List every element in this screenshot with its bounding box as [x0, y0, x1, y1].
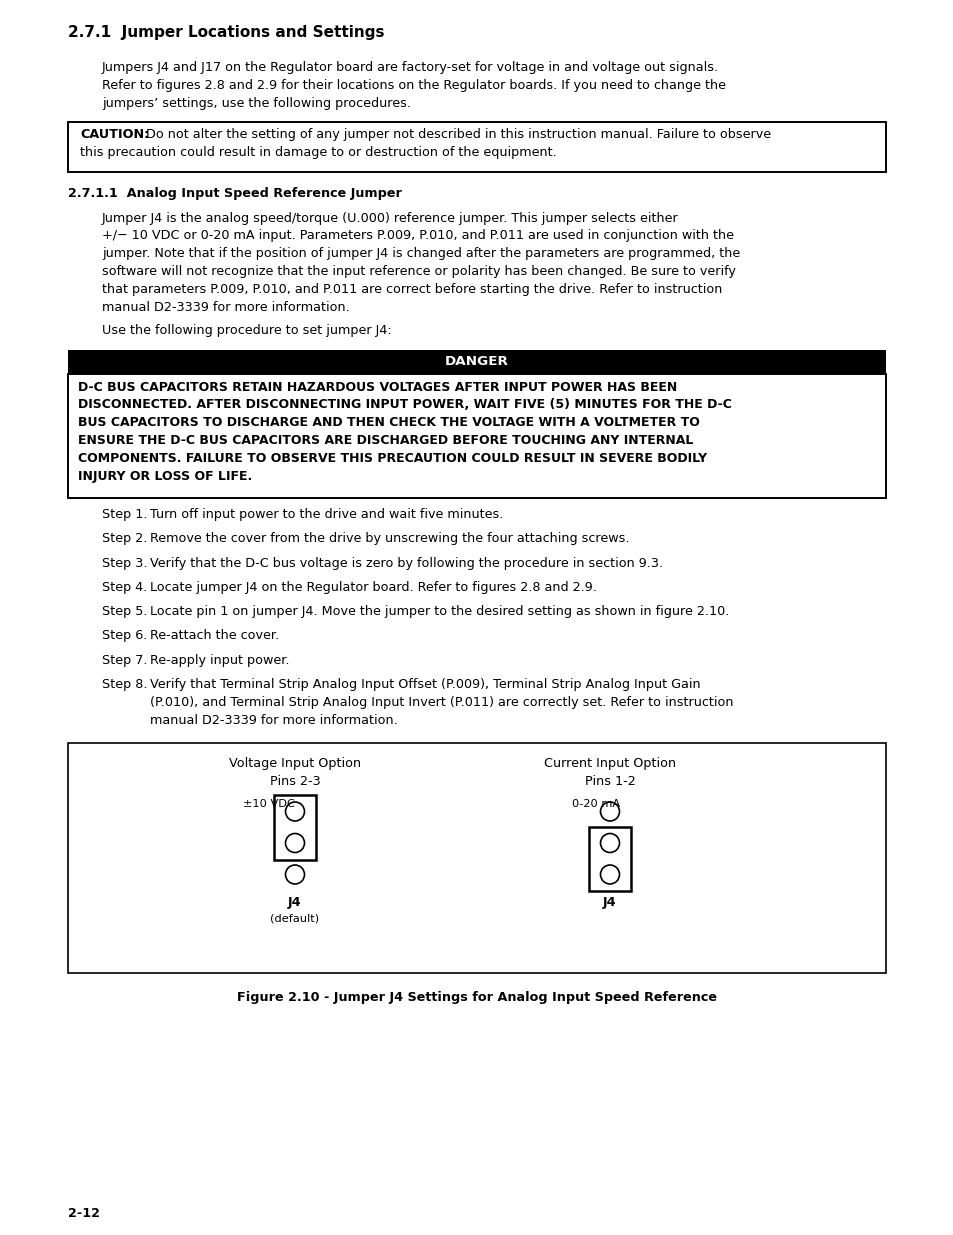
Text: software will not recognize that the input reference or polarity has been change: software will not recognize that the inp… [102, 264, 735, 278]
Text: Step 8.: Step 8. [102, 678, 148, 692]
Text: 2.7.1  Jumper Locations and Settings: 2.7.1 Jumper Locations and Settings [68, 25, 384, 40]
Bar [68, 350, 885, 374]
Text: (default): (default) [270, 914, 319, 924]
Text: J4: J4 [288, 895, 301, 909]
Text: Locate pin 1 on jumper J4. Move the jumper to the desired setting as shown in fi: Locate pin 1 on jumper J4. Move the jump… [150, 605, 729, 618]
Text: Figure 2.10 - Jumper J4 Settings for Analog Input Speed Reference: Figure 2.10 - Jumper J4 Settings for Ana… [236, 990, 717, 1004]
Text: Re-attach the cover.: Re-attach the cover. [150, 630, 279, 642]
Text: INJURY OR LOSS OF LIFE.: INJURY OR LOSS OF LIFE. [78, 469, 252, 483]
Text: Step 5.: Step 5. [102, 605, 148, 618]
Text: Re-apply input power.: Re-apply input power. [150, 653, 289, 667]
Text: Verify that the D-C bus voltage is zero by following the procedure in section 9.: Verify that the D-C bus voltage is zero … [150, 557, 662, 569]
Text: Do not alter the setting of any jumper not described in this instruction manual.: Do not alter the setting of any jumper n… [141, 128, 770, 141]
Text: that parameters P.009, P.010, and P.011 are correct before starting the drive. R: that parameters P.009, P.010, and P.011 … [102, 283, 721, 295]
Text: Step 7.: Step 7. [102, 653, 148, 667]
Text: D-C BUS CAPACITORS RETAIN HAZARDOUS VOLTAGES AFTER INPUT POWER HAS BEEN: D-C BUS CAPACITORS RETAIN HAZARDOUS VOLT… [78, 380, 677, 394]
Text: Turn off input power to the drive and wait five minutes.: Turn off input power to the drive and wa… [150, 508, 503, 521]
Text: 2-12: 2-12 [68, 1207, 100, 1220]
Text: manual D2-3339 for more information.: manual D2-3339 for more information. [102, 300, 350, 314]
Text: Verify that Terminal Strip Analog Input Offset (P.009), Terminal Strip Analog In: Verify that Terminal Strip Analog Input … [150, 678, 700, 692]
Text: manual D2-3339 for more information.: manual D2-3339 for more information. [150, 714, 397, 726]
Text: Refer to figures 2.8 and 2.9 for their locations on the Regulator boards. If you: Refer to figures 2.8 and 2.9 for their l… [102, 79, 725, 91]
Text: ±10 VDC: ±10 VDC [243, 799, 294, 809]
Text: Current Input Option: Current Input Option [543, 757, 676, 769]
Bar [68, 374, 885, 498]
Bar [68, 743, 885, 973]
Circle shape [599, 802, 618, 821]
Text: (P.010), and Terminal Strip Analog Input Invert (P.011) are correctly set. Refer: (P.010), and Terminal Strip Analog Input… [150, 695, 733, 709]
Text: Step 4.: Step 4. [102, 580, 147, 594]
Circle shape [285, 864, 304, 884]
Text: 2.7.1.1  Analog Input Speed Reference Jumper: 2.7.1.1 Analog Input Speed Reference Jum… [68, 186, 401, 200]
Text: Locate jumper J4 on the Regulator board. Refer to figures 2.8 and 2.9.: Locate jumper J4 on the Regulator board.… [150, 580, 597, 594]
Text: Step 2.: Step 2. [102, 532, 147, 545]
Text: Step 3.: Step 3. [102, 557, 148, 569]
Text: jumper. Note that if the position of jumper J4 is changed after the parameters a: jumper. Note that if the position of jum… [102, 247, 740, 261]
Text: BUS CAPACITORS TO DISCHARGE AND THEN CHECK THE VOLTAGE WITH A VOLTMETER TO: BUS CAPACITORS TO DISCHARGE AND THEN CHE… [78, 416, 700, 430]
Text: Pins 2-3: Pins 2-3 [270, 774, 320, 788]
Text: Jumpers J4 and J17 on the Regulator board are factory-set for voltage in and vol: Jumpers J4 and J17 on the Regulator boar… [102, 61, 719, 74]
Text: this precaution could result in damage to or destruction of the equipment.: this precaution could result in damage t… [80, 146, 557, 159]
Bar [68, 122, 885, 172]
Text: COMPONENTS. FAILURE TO OBSERVE THIS PRECAUTION COULD RESULT IN SEVERE BODILY: COMPONENTS. FAILURE TO OBSERVE THIS PREC… [78, 452, 706, 464]
Bar [588, 826, 630, 890]
Text: Step 1.: Step 1. [102, 508, 148, 521]
Bar [274, 795, 315, 860]
Circle shape [285, 802, 304, 821]
Circle shape [599, 834, 618, 852]
Text: Use the following procedure to set jumper J4:: Use the following procedure to set jumpe… [102, 325, 392, 337]
Text: Remove the cover from the drive by unscrewing the four attaching screws.: Remove the cover from the drive by unscr… [150, 532, 629, 545]
Text: Jumper J4 is the analog speed/torque (U.000) reference jumper. This jumper selec: Jumper J4 is the analog speed/torque (U.… [102, 211, 678, 225]
Text: ENSURE THE D-C BUS CAPACITORS ARE DISCHARGED BEFORE TOUCHING ANY INTERNAL: ENSURE THE D-C BUS CAPACITORS ARE DISCHA… [78, 433, 693, 447]
Text: Voltage Input Option: Voltage Input Option [229, 757, 360, 769]
Text: DISCONNECTED. AFTER DISCONNECTING INPUT POWER, WAIT FIVE (5) MINUTES FOR THE D-C: DISCONNECTED. AFTER DISCONNECTING INPUT … [78, 399, 731, 411]
Text: +/− 10 VDC or 0-20 mA input. Parameters P.009, P.010, and P.011 are used in conj: +/− 10 VDC or 0-20 mA input. Parameters … [102, 230, 733, 242]
Text: jumpers’ settings, use the following procedures.: jumpers’ settings, use the following pro… [102, 96, 411, 110]
Circle shape [285, 834, 304, 852]
Text: DANGER: DANGER [445, 356, 508, 368]
Text: J4: J4 [602, 895, 617, 909]
Text: 0-20 mA: 0-20 mA [572, 799, 619, 809]
Text: Step 6.: Step 6. [102, 630, 147, 642]
Text: Pins 1-2: Pins 1-2 [584, 774, 635, 788]
Text: CAUTION:: CAUTION: [80, 128, 149, 141]
Circle shape [599, 864, 618, 884]
